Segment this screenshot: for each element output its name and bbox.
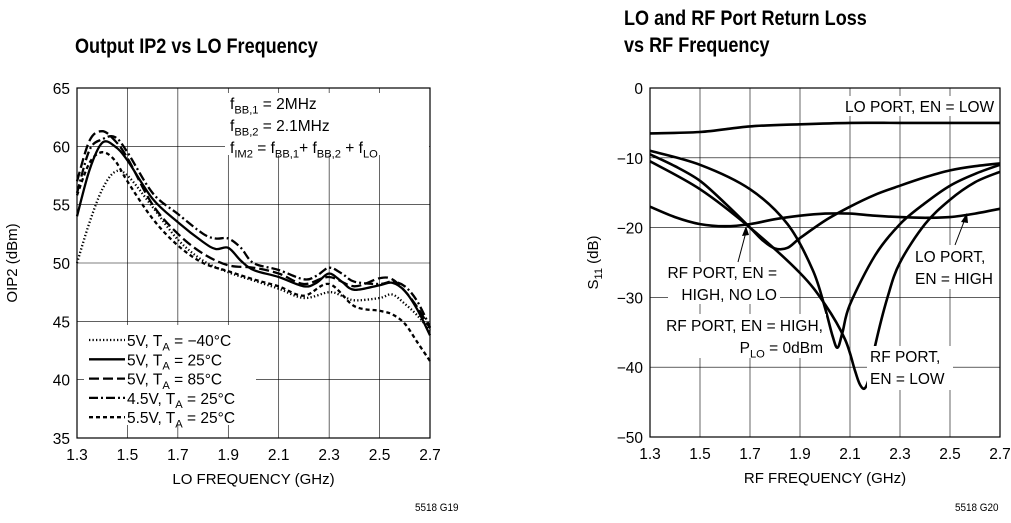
chart2-ytick-label: −10 <box>617 151 644 168</box>
chart1-ytick-label: 55 <box>53 198 70 215</box>
chart2-annotations: LO PORT, EN = LOW RF PORT, EN = HIGH, NO L… <box>660 96 998 390</box>
chart1-legend-label-3: 5V, TA = 85°C <box>127 372 222 392</box>
chart1-annotation-line-2: fBB,2 = 2.1MHz <box>230 118 330 138</box>
chart1-xtick-label: 1.9 <box>218 447 240 464</box>
chart2-annotation-lo-high-2: EN = HIGH <box>915 271 993 288</box>
chart2-xtick-label: 1.5 <box>689 446 711 463</box>
chart1-figure-id: 5518 G19 <box>415 502 459 514</box>
chart2-xtick-label: 2.3 <box>889 446 911 463</box>
chart2-annotation-arrow <box>737 231 747 263</box>
chart1-ytick-label: 60 <box>53 139 71 156</box>
chart2-x-axis-label: RF FREQUENCY (GHz) <box>744 470 906 487</box>
chart2-annotation-arrow <box>954 218 966 246</box>
chart2-annotation-rf-high-plo-1: RF PORT, EN = HIGH, <box>666 318 823 335</box>
chart2-annotation-rf-high-nolo-2: HIGH, NO LO <box>681 287 777 304</box>
chart1-legend-label-4: 4.5V, TA = 25°C <box>127 391 235 411</box>
chart2-ann-bg <box>867 346 953 390</box>
chart1-plot: 1.3 1.5 1.7 1.9 2.1 2.3 2.5 2.7 35 40 45 50 55 60 65 LO… <box>4 81 441 488</box>
chart2-series-line-1 <box>649 121 1000 135</box>
chart2-series-line-3 <box>649 149 1001 349</box>
chart2-ytick-label: 0 <box>634 81 643 98</box>
chart1-ytick-label: 65 <box>53 81 70 98</box>
chart1-series-line-3 <box>75 130 431 329</box>
chart2-xtick-label: 2.1 <box>839 446 861 463</box>
chart1-xtick-label: 2.5 <box>369 447 391 464</box>
chart1-ytick-label: 45 <box>53 314 70 331</box>
chart1-y-axis-label: OIP2 (dBm) <box>4 223 21 302</box>
chart2-annotation-rf-high-nolo-1: RF PORT, EN = <box>667 265 777 282</box>
chart1-legend-label-5: 5.5V, TA = 25°C <box>127 410 235 430</box>
chart2-xtick-label: 1.7 <box>739 446 761 463</box>
chart1-legend-box <box>84 325 256 425</box>
chart2-ann-bg <box>660 314 826 358</box>
chart2-figure-id: 5518 G20 <box>955 502 999 514</box>
chart2-annotation-rf-low-1: RF PORT, <box>870 349 940 366</box>
chart1-ytick-label: 35 <box>53 431 70 448</box>
chart2-y-axis-label: S11 (dB) <box>585 236 605 290</box>
chart1-annotation-bg <box>225 93 429 155</box>
chart2-ytick-label: −50 <box>617 430 644 447</box>
chart1-xtick-label: 1.7 <box>167 447 189 464</box>
chart2-xtick-label: 1.9 <box>789 446 811 463</box>
chart1-xtick-label: 2.7 <box>419 447 441 464</box>
chart1-ytick-label: 40 <box>53 373 71 390</box>
chart1-series-line-4 <box>75 135 432 328</box>
chart2-series-line-4 <box>649 160 1001 391</box>
chart2-plot: 1.3 1.5 1.7 1.9 2.1 2.3 2.5 2.7 −50 −40 −30 −20 −10 0… <box>585 81 1011 487</box>
chart1-title: Output IP2 vs LO Frequency <box>75 35 318 58</box>
chart2-ann-bg <box>913 245 998 289</box>
chart2-ann-bg <box>842 96 998 116</box>
chart2-series-line-5 <box>649 205 1001 228</box>
chart1-legend-label-2: 5V, TA = 25°C <box>127 352 222 372</box>
chart1-xtick-label: 2.3 <box>318 447 340 464</box>
chart1-xtick-label: 2.1 <box>268 447 290 464</box>
chart2-title-line2: vs RF Frequency <box>624 34 770 57</box>
chart2-title-line1: LO and RF Port Return Loss <box>624 7 867 30</box>
chart2-ytick-label: −30 <box>617 290 644 307</box>
chart2-xtick-label: 2.5 <box>939 446 961 463</box>
chart1-legend: 5V, TA = −40°C5V, TA = 25°C5V, TA = 85°C… <box>84 325 256 431</box>
chart2-frame <box>649 87 1001 438</box>
chart2-series-line-2 <box>649 153 1001 251</box>
chart1-annotation-line-3: fIM2 = fBB,1+ fBB,2 + fLO <box>230 140 378 160</box>
chart2-annotation-rf-high-plo-2: PLO = 0dBm <box>740 340 823 360</box>
chart1-xtick-label: 1.3 <box>66 447 88 464</box>
chart2-annotation-rf-low-2: EN = LOW <box>870 371 945 388</box>
chart1-ytick-label: 50 <box>53 256 71 273</box>
chart2-xtick-label: 2.7 <box>989 446 1011 463</box>
chart2-annotation-arrowhead <box>742 226 749 236</box>
chart2-ytick-label: −20 <box>617 221 644 238</box>
chart2-ann-bg <box>668 262 780 304</box>
chart1-xtick-label: 1.5 <box>117 447 139 464</box>
chart1-series-line-2 <box>75 140 432 336</box>
chart2-annotation-arrowhead <box>961 213 968 223</box>
chart1-series-line-1 <box>75 169 431 332</box>
chart2-annotation-lo-low: LO PORT, EN = LOW <box>845 99 995 116</box>
chart2-annotation-lo-high-1: LO PORT, <box>915 249 985 266</box>
chart1-annotation-line-1: fBB,1 = 2MHz <box>230 96 317 116</box>
chart2-ytick-label: −40 <box>617 360 644 377</box>
chart2-xtick-label: 1.3 <box>639 446 661 463</box>
chart1-x-axis-label: LO FREQUENCY (GHz) <box>172 471 334 488</box>
chart1-legend-label-1: 5V, TA = −40°C <box>127 333 231 353</box>
